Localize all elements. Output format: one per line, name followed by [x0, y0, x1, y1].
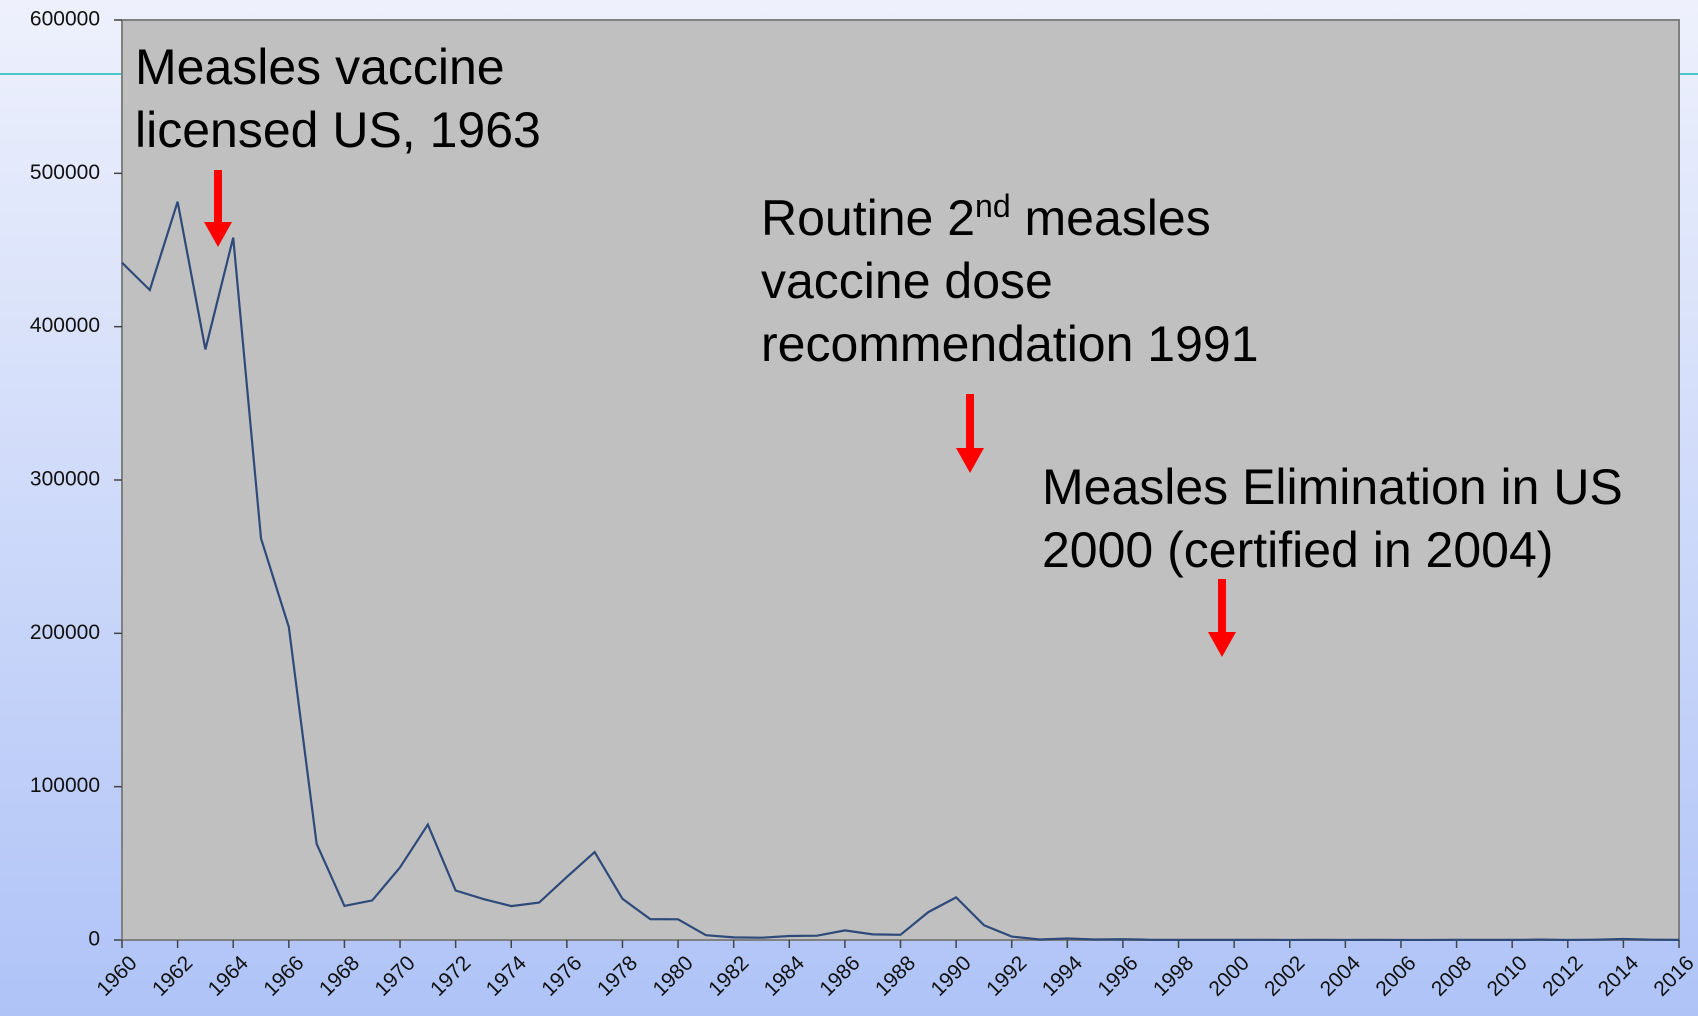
annotation: licensed US, 1963	[135, 102, 541, 158]
annotation: Measles vaccine	[135, 39, 505, 95]
annotation: vaccine dose	[761, 253, 1053, 309]
y-tick-label: 400000	[30, 314, 100, 337]
y-tick-label: 300000	[30, 468, 100, 491]
arrows	[204, 170, 1236, 657]
annotation: 2000 (certified in 2004)	[1042, 522, 1553, 578]
arrow	[1208, 579, 1236, 657]
y-tick-label: 500000	[30, 161, 100, 184]
annotation-text: measles	[1011, 190, 1211, 246]
annotation: Routine 2nd measles	[761, 188, 1211, 246]
y-tick-label: 0	[88, 928, 100, 951]
y-tick-label: 100000	[30, 774, 100, 797]
y-tick-label: 600000	[30, 8, 100, 31]
plot-area	[121, 19, 1680, 941]
annotation-sup: nd	[975, 188, 1011, 224]
annotation-text: Routine 2	[761, 190, 975, 246]
data-line	[121, 201, 1680, 942]
arrow	[956, 394, 984, 473]
annotation: recommendation 1991	[761, 316, 1259, 372]
arrow	[204, 170, 232, 247]
y-tick-label: 200000	[30, 621, 100, 644]
annotation: Measles Elimination in US	[1042, 459, 1623, 515]
